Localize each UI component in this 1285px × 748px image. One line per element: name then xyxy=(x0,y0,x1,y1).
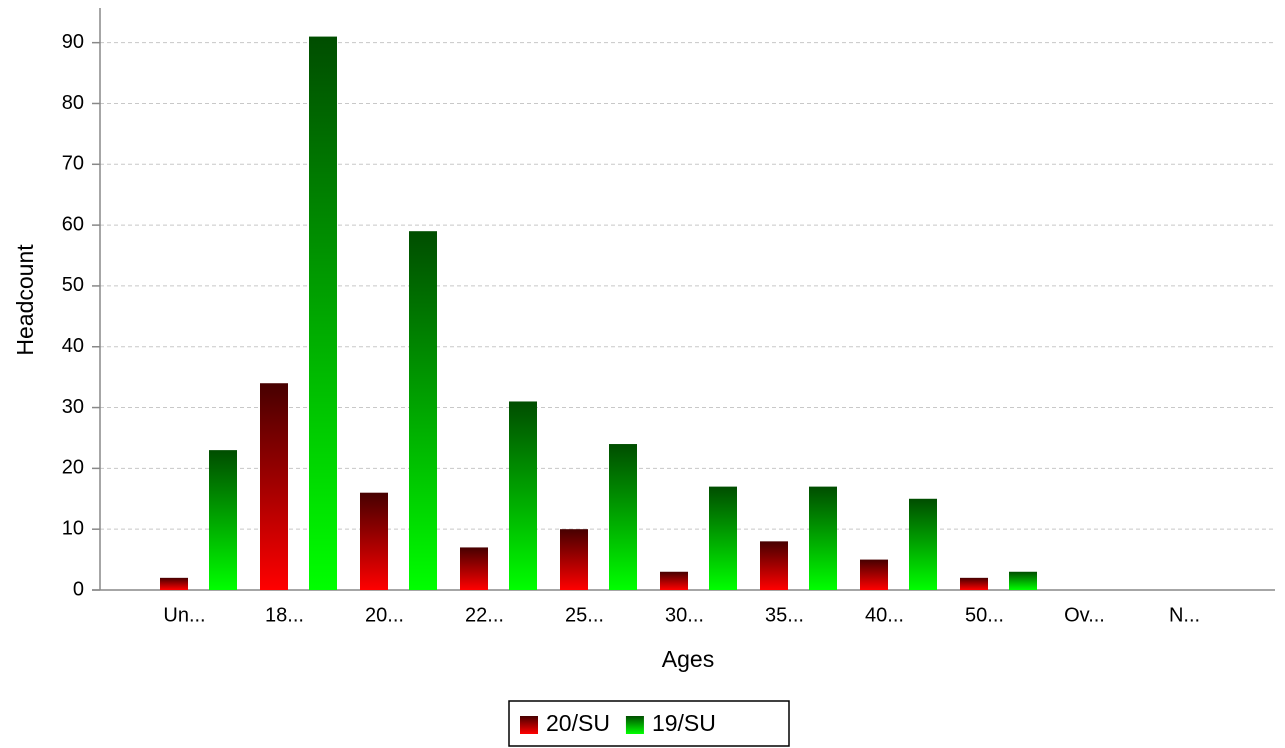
y-tick-label: 50 xyxy=(62,274,84,296)
x-tick-label: N... xyxy=(1169,604,1200,626)
legend-label: 20/SU xyxy=(546,710,610,736)
bar xyxy=(609,444,637,590)
bar xyxy=(409,231,437,590)
y-tick-label: 20 xyxy=(62,457,84,479)
x-tick-label: Un... xyxy=(163,604,205,626)
bar xyxy=(460,547,488,590)
y-tick-label: 40 xyxy=(62,335,84,357)
x-tick-label: 40... xyxy=(865,604,904,626)
x-axis-label: Ages xyxy=(662,646,714,672)
legend-swatch xyxy=(520,716,538,734)
bar xyxy=(309,36,337,591)
y-tick-label: 0 xyxy=(73,578,84,600)
legend: 20/SU 19/SU xyxy=(508,700,790,747)
x-tick-label: Ov... xyxy=(1064,604,1105,626)
legend-label: 19/SU xyxy=(652,710,716,736)
bar xyxy=(560,529,588,590)
x-tick-label: 50... xyxy=(965,604,1004,626)
y-axis-label: Headcount xyxy=(12,244,38,356)
bar xyxy=(860,559,888,590)
legend-swatch xyxy=(625,716,644,734)
x-tick-label: 18... xyxy=(265,604,304,626)
bar xyxy=(960,577,988,590)
bar xyxy=(160,577,188,590)
y-tick-label: 90 xyxy=(62,31,84,53)
bar xyxy=(709,486,737,590)
bar xyxy=(1009,571,1037,590)
y-tick-label: 80 xyxy=(62,92,84,114)
y-tick-label: 30 xyxy=(62,396,84,418)
bar xyxy=(760,541,788,590)
x-tick-label: 20... xyxy=(365,604,404,626)
x-tick-label: 25... xyxy=(565,604,604,626)
x-tick-label: 30... xyxy=(665,604,704,626)
bar xyxy=(809,486,837,590)
y-tick-label: 70 xyxy=(62,153,84,175)
x-tick-label: 35... xyxy=(765,604,804,626)
bar xyxy=(509,401,537,590)
x-tick-label: 22... xyxy=(465,604,504,626)
y-tick-label: 10 xyxy=(62,517,84,539)
bar xyxy=(209,450,237,590)
bar xyxy=(360,492,388,590)
y-tick-label: 60 xyxy=(62,213,84,235)
bar xyxy=(260,383,288,590)
bar xyxy=(660,571,688,590)
bar xyxy=(909,498,937,590)
legend-box xyxy=(508,700,790,747)
